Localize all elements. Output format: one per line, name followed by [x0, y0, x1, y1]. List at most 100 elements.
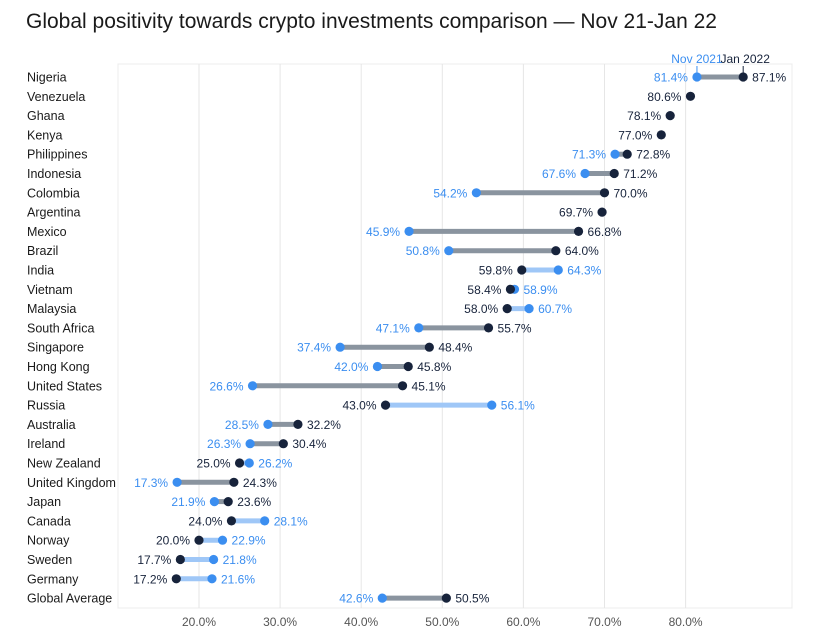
nov-2021-label: 28.5% [225, 418, 259, 432]
x-tick-label: 30.0% [263, 615, 297, 629]
nov-2021-point [580, 168, 590, 179]
country-label: Hong Kong [27, 360, 90, 374]
nov-2021-label: 47.1% [376, 321, 410, 335]
country-label: United Kingdom [27, 476, 116, 490]
jan-2022-point [223, 497, 233, 507]
nov-2021-label: 22.9% [232, 534, 266, 548]
nov-2021-label: 45.9% [366, 225, 400, 239]
nov-2021-point [260, 516, 270, 526]
nov-2021-point [208, 554, 219, 565]
jan-2022-point [517, 265, 527, 275]
country-label: Venezuela [27, 90, 85, 104]
nov-2021-point [217, 535, 228, 545]
country-label: Argentina [27, 206, 81, 220]
nov-2021-point [372, 361, 383, 372]
jan-2022-label: 64.0% [565, 244, 599, 258]
jan-2022-label: 71.2% [623, 167, 657, 181]
country-label: Vietnam [27, 283, 73, 297]
x-tick-label: 20.0% [182, 615, 216, 629]
country-label: South Africa [27, 321, 94, 335]
jan-2022-point [194, 535, 204, 545]
country-label: Colombia [27, 186, 80, 200]
jan-2022-label: 30.4% [292, 437, 326, 451]
country-label: Ireland [27, 437, 65, 451]
jan-2022-label: 24.3% [243, 476, 277, 490]
legend-jan-2022: Jan 2022 [720, 52, 770, 66]
nov-2021-point [172, 477, 182, 487]
legend-nov-2021: Nov 2021 [671, 52, 723, 66]
nov-2021-point [209, 497, 220, 507]
jan-2022-point [738, 72, 748, 82]
jan-2022-label: 45.1% [412, 379, 446, 393]
jan-2022-point [573, 226, 584, 236]
nov-2021-point [471, 188, 481, 198]
nov-2021-label: 21.8% [223, 553, 257, 567]
nov-2021-label: 26.6% [209, 379, 243, 393]
nov-2021-label: 17.3% [134, 476, 168, 490]
jan-2022-label: 55.7% [498, 321, 532, 335]
nov-2021-label: 58.9% [523, 283, 557, 297]
jan-2022-point [293, 419, 303, 429]
nov-2021-point [335, 342, 345, 352]
nov-2021-point [487, 400, 497, 410]
jan-2022-label: 50.5% [455, 592, 489, 606]
x-tick-label: 80.0% [669, 615, 703, 629]
country-label: Norway [27, 534, 70, 548]
nov-2021-label: 60.7% [538, 302, 572, 316]
country-label: New Zealand [27, 457, 101, 471]
jan-2022-point [502, 304, 512, 314]
jan-2022-label: 58.4% [467, 283, 501, 297]
nov-2021-point [414, 323, 424, 333]
jan-2022-point [397, 381, 408, 391]
jan-2022-label: 66.8% [588, 225, 622, 239]
jan-2022-label: 20.0% [156, 534, 190, 548]
jan-2022-label: 78.1% [627, 109, 661, 123]
jan-2022-point [424, 342, 434, 352]
jan-2022-label: 43.0% [342, 399, 376, 413]
nov-2021-point [245, 439, 255, 449]
nov-2021-label: 67.6% [542, 167, 576, 181]
jan-2022-point [599, 188, 610, 198]
jan-2022-label: 72.8% [636, 148, 670, 162]
jan-2022-label: 23.6% [237, 495, 271, 509]
nov-2021-point [692, 72, 702, 82]
jan-2022-label: 24.0% [188, 514, 222, 528]
country-label: Sweden [27, 553, 72, 567]
jan-2022-point [403, 361, 413, 372]
country-label: Russia [27, 399, 65, 413]
x-tick-label: 60.0% [506, 615, 540, 629]
nov-2021-point [444, 246, 454, 256]
country-label: Global Average [27, 592, 112, 606]
jan-2022-point [380, 400, 391, 410]
jan-2022-point [229, 477, 239, 487]
jan-2022-point [278, 439, 288, 449]
nov-2021-label: 21.9% [171, 495, 205, 509]
nov-2021-point [610, 149, 620, 159]
jan-2022-point [175, 554, 185, 565]
nov-2021-label: 37.4% [297, 341, 331, 355]
country-label: Brazil [27, 244, 58, 258]
jan-2022-label: 17.7% [137, 553, 171, 567]
country-label: Canada [27, 514, 71, 528]
jan-2022-point [665, 111, 675, 121]
jan-2022-point [685, 91, 696, 101]
jan-2022-point [656, 130, 666, 140]
nov-2021-point [244, 458, 254, 468]
nov-2021-point [247, 381, 258, 391]
nov-2021-label: 42.6% [339, 592, 373, 606]
nov-2021-point [263, 419, 273, 429]
jan-2022-point [226, 516, 237, 526]
nov-2021-label: 54.2% [433, 186, 467, 200]
jan-2022-point [171, 574, 181, 584]
country-label: Singapore [27, 341, 84, 355]
jan-2022-label: 17.2% [133, 572, 167, 586]
nov-2021-label: 26.3% [207, 437, 241, 451]
nov-2021-point [207, 574, 217, 584]
nov-2021-label: 71.3% [572, 148, 606, 162]
country-label: Philippines [27, 148, 87, 162]
country-label: Nigeria [27, 71, 67, 85]
x-tick-label: 70.0% [587, 615, 621, 629]
plot-area [117, 63, 793, 609]
x-tick-label: 50.0% [425, 615, 459, 629]
country-label: Kenya [27, 128, 62, 142]
